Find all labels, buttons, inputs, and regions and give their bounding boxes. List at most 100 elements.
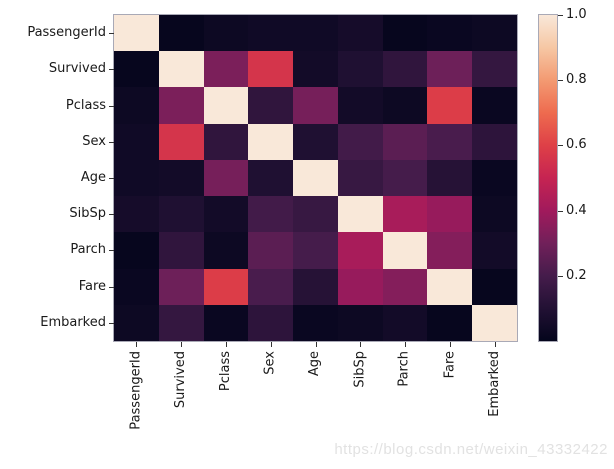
y-tick-label: Embarked bbox=[40, 314, 106, 330]
heatmap-cell bbox=[472, 159, 517, 197]
x-tick-mark bbox=[316, 342, 317, 347]
heatmap-cell bbox=[472, 15, 517, 52]
heatmap-cell bbox=[293, 159, 338, 197]
colorbar-tick-label: 0.8 bbox=[566, 72, 587, 88]
heatmap-cell bbox=[382, 304, 428, 341]
heatmap-cell bbox=[427, 304, 473, 341]
x-tick-mark bbox=[226, 342, 227, 347]
y-tick-label: Survived bbox=[48, 61, 106, 77]
heatmap-cell bbox=[114, 304, 159, 341]
heatmap-cell bbox=[114, 87, 159, 124]
heatmap-cell bbox=[382, 268, 428, 305]
heatmap-cell bbox=[203, 123, 249, 160]
x-tick-mark bbox=[495, 342, 496, 347]
y-tick-label: Pclass bbox=[65, 97, 106, 113]
x-tick-label: Embarked bbox=[486, 351, 502, 417]
heatmap-cell bbox=[293, 232, 338, 269]
heatmap-cell bbox=[114, 123, 159, 160]
y-tick-label: SibSp bbox=[69, 206, 106, 222]
heatmap-cell bbox=[203, 304, 249, 341]
heatmap-cell bbox=[203, 159, 249, 197]
heatmap-cell bbox=[158, 87, 204, 124]
colorbar-tick-mark bbox=[558, 211, 563, 212]
heatmap-cell bbox=[114, 268, 159, 305]
y-tick-mark bbox=[109, 287, 114, 288]
heatmap-cell bbox=[114, 196, 159, 233]
heatmap-cell bbox=[382, 159, 428, 197]
heatmap-cell bbox=[382, 15, 428, 52]
heatmap-cell bbox=[203, 87, 249, 124]
heatmap-cell bbox=[293, 87, 338, 124]
heatmap-cell bbox=[472, 268, 517, 305]
heatmap-cell bbox=[248, 159, 294, 197]
heatmap-cell bbox=[427, 159, 473, 197]
x-tick-mark bbox=[181, 342, 182, 347]
heatmap-cell bbox=[472, 304, 517, 341]
heatmap-cell bbox=[337, 51, 383, 88]
x-tick-label: Fare bbox=[441, 351, 457, 379]
heatmap-cell bbox=[337, 159, 383, 197]
watermark: https://blog.csdn.net/weixin_43332422 bbox=[334, 441, 608, 458]
heatmap-cell bbox=[427, 196, 473, 233]
heatmap-cell bbox=[472, 51, 517, 88]
heatmap-cell bbox=[293, 51, 338, 88]
y-tick-mark bbox=[109, 323, 114, 324]
x-tick-mark bbox=[360, 342, 361, 347]
colorbar bbox=[538, 14, 558, 342]
heatmap-cell bbox=[158, 232, 204, 269]
x-tick-mark bbox=[136, 342, 137, 347]
heatmap-cell bbox=[382, 196, 428, 233]
x-tick-label: SibSp bbox=[352, 351, 368, 388]
x-tick-label: Sex bbox=[262, 351, 278, 375]
colorbar-tick-label: 1.0 bbox=[566, 7, 587, 22]
heatmap-cell bbox=[203, 268, 249, 305]
heatmap-cell bbox=[203, 15, 249, 52]
y-tick-mark bbox=[109, 69, 114, 70]
heatmap-cell bbox=[382, 232, 428, 269]
heatmap-cell bbox=[427, 232, 473, 269]
heatmap-cell bbox=[248, 232, 294, 269]
heatmap-cell bbox=[472, 232, 517, 269]
heatmap-cell bbox=[337, 196, 383, 233]
y-tick-mark bbox=[109, 178, 114, 179]
heatmap-cell bbox=[293, 123, 338, 160]
colorbar-tick-label: 0.2 bbox=[566, 267, 587, 283]
heatmap-cell bbox=[203, 196, 249, 233]
colorbar-tick-mark bbox=[558, 276, 563, 277]
heatmap-cell bbox=[158, 268, 204, 305]
x-tick-label: PassengerId bbox=[128, 351, 144, 430]
heatmap-cell bbox=[248, 51, 294, 88]
heatmap-cell bbox=[337, 123, 383, 160]
heatmap-cell bbox=[337, 15, 383, 52]
y-tick-label: Age bbox=[80, 170, 106, 185]
x-tick-mark bbox=[450, 342, 451, 347]
y-tick-label: Sex bbox=[82, 133, 106, 149]
y-tick-mark bbox=[109, 214, 114, 215]
heatmap-cell bbox=[158, 15, 204, 52]
heatmap-cell bbox=[427, 268, 473, 305]
x-tick-label: Parch bbox=[397, 351, 413, 387]
heatmap-cell bbox=[158, 304, 204, 341]
heatmap-cell bbox=[472, 196, 517, 233]
y-tick-mark bbox=[109, 106, 114, 107]
heatmap-cell bbox=[472, 87, 517, 124]
heatmap-cell bbox=[382, 51, 428, 88]
heatmap-cell bbox=[248, 87, 294, 124]
heatmap-cell bbox=[382, 87, 428, 124]
x-tick-mark bbox=[271, 342, 272, 347]
y-tick-mark bbox=[109, 250, 114, 251]
x-tick-mark bbox=[405, 342, 406, 347]
heatmap-cell bbox=[158, 123, 204, 160]
heatmap-cell bbox=[382, 123, 428, 160]
y-tick-label: Parch bbox=[70, 242, 106, 258]
heatmap-cell bbox=[337, 87, 383, 124]
y-tick-mark bbox=[109, 33, 114, 34]
heatmap-cell bbox=[248, 268, 294, 305]
colorbar-tick-mark bbox=[558, 145, 563, 146]
y-tick-mark bbox=[109, 142, 114, 143]
heatmap-cell bbox=[427, 51, 473, 88]
heatmap-cell bbox=[114, 159, 159, 197]
heatmap-cell bbox=[337, 268, 383, 305]
heatmap-cell bbox=[114, 15, 159, 52]
